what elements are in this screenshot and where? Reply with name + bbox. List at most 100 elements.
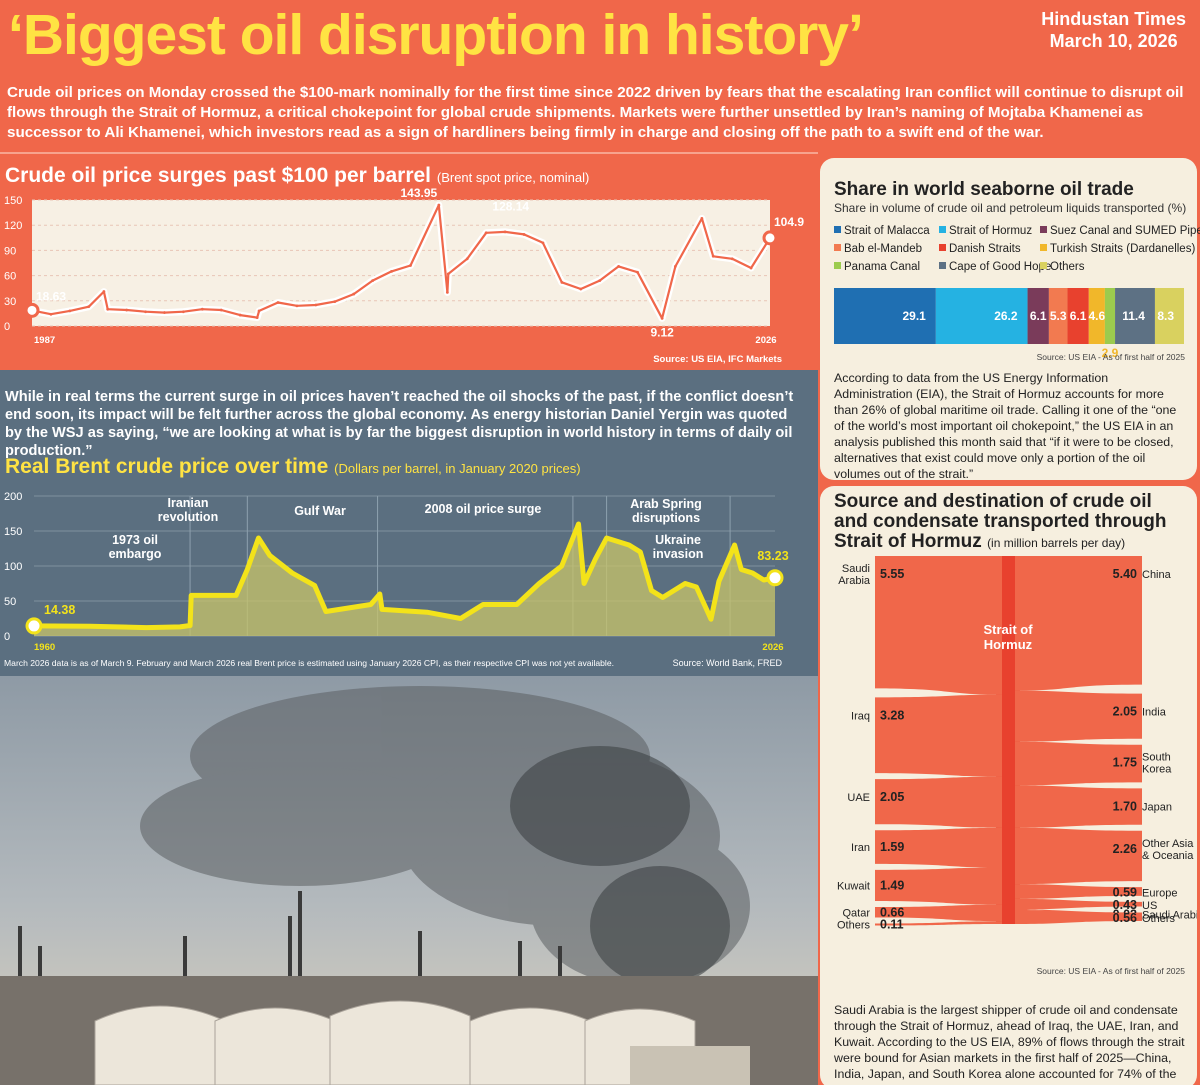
chart2-title: Real Brent crude price over time (5, 455, 329, 478)
sankey-source-name-line: Saudi (842, 563, 870, 575)
sankey-dest-flow (1015, 556, 1142, 691)
card1-title: Share in world seaborne oil trade (834, 179, 1134, 200)
sankey-dest-value: 0.59 (1113, 885, 1137, 899)
publication-date: March 10, 2026 (1049, 31, 1178, 51)
chart1-point (219, 308, 223, 312)
sankey-source-value: 0.11 (880, 918, 904, 932)
chart1-svg: 0 30 60 90 120 150 18.63 143.95 128.14 9.12 104.9 1… (4, 186, 804, 365)
chart2-annotation-5: Ukraine invasion (653, 533, 704, 561)
chart2-point (378, 592, 382, 596)
chart1-point (636, 270, 639, 274)
legend-label: Strait of Hormuz (949, 225, 1033, 237)
masthead: Hindustan Times March 10, 2026 (1041, 8, 1186, 52)
chart2-point (188, 624, 192, 627)
chart2-annotation-line: Ukraine (655, 533, 701, 547)
seaborne-bar-segment (834, 288, 936, 344)
chart2-annotation-line: 14.38 (44, 603, 75, 617)
sankey-source-name-line: Iran (851, 842, 870, 854)
sankey-dest-name-line: Saudi Arabia (1142, 910, 1197, 922)
chart1-point (617, 264, 621, 268)
chart1-point (749, 266, 753, 270)
chart2-point (560, 564, 564, 568)
chart1-title-wrap: Crude oil price surges past $100 per bar… (5, 164, 589, 188)
sankey-source-name-line: Qatar (842, 907, 870, 919)
sankey-dest-name: India (1142, 707, 1167, 719)
sankey-source-name-line: Kuwait (837, 880, 870, 892)
chart1-point (68, 309, 72, 313)
chart2-point (189, 593, 193, 597)
real-brent-chart: Real Brent crude price over time (Dollar… (0, 452, 818, 676)
legend-swatch (1040, 226, 1047, 233)
chart1-point (333, 300, 337, 304)
chart1-ytick-5: 150 (4, 195, 22, 207)
seaborne-bar-label: 11.4 (1122, 309, 1145, 323)
chart2-point (515, 603, 519, 606)
chart1-point (390, 270, 393, 273)
publication-name: Hindustan Times (1041, 9, 1186, 29)
chart1-ytick-4: 120 (4, 220, 22, 232)
chart2-annotation-line: 1973 oil (112, 533, 158, 547)
chart1-point (660, 316, 664, 320)
chart1-label-0: 18.63 (36, 289, 66, 303)
header: ‘Biggest oil disruption in history’ Hind… (0, 0, 1200, 152)
sankey-dest-flow (1015, 785, 1142, 828)
chart2-point (605, 536, 609, 540)
legend-item: Turkish Straits (Dardanelles) (1040, 243, 1195, 255)
chart2-annotation-2: Gulf War (294, 504, 346, 518)
sankey-dest-name-line: Europe (1142, 887, 1177, 899)
sankey-source-name-line: Iraq (851, 710, 870, 722)
sankey-dest-name: China (1142, 569, 1172, 581)
legend-item: Panama Canal (834, 261, 920, 273)
sankey-source-flow (875, 921, 1002, 926)
chart2-annotation-0: 1973 oil embargo (109, 533, 162, 561)
sankey-source-flow (875, 556, 1002, 695)
legend-label: Bab el-Mandeb (844, 243, 922, 255)
sankey-dest-value: 1.75 (1113, 756, 1137, 770)
seaborne-bar-segment (1027, 288, 1049, 344)
sankey-source-value: 1.59 (880, 840, 904, 854)
chart2-annotation-line: invasion (653, 547, 704, 561)
chart1-point (541, 241, 545, 245)
legend-swatch (939, 244, 946, 251)
chart2-point (290, 571, 294, 575)
chart1-label-4: 104.9 (774, 215, 804, 229)
chart2-annotation-line: disruptions (632, 511, 700, 525)
sankey-dest-name-line: Japan (1142, 801, 1172, 813)
chart2-annotation-line: Gulf War (294, 504, 346, 518)
chart1-point (700, 216, 704, 220)
chart2-point (245, 568, 249, 571)
seaborne-bar-label: 29.1 (902, 309, 926, 323)
seaborne-bar-label: 26.2 (994, 309, 1018, 323)
sankey-source-flow (875, 867, 1002, 905)
chart2-annotation-line: 83.23 (757, 549, 788, 563)
legend-swatch (834, 226, 841, 233)
card1-source: Source: US EIA - As of first half of 202… (1036, 352, 1185, 362)
photo-illustration (0, 686, 818, 1085)
seaborne-trade-card: Share in world seaborne oil trade Share … (820, 158, 1200, 481)
chart1-end-marker (762, 230, 778, 246)
chart1-point (200, 307, 204, 311)
chart2-point (709, 617, 713, 621)
sankey-source-name: Iran (851, 842, 870, 854)
seaborne-bar-label: 6.1 (1070, 309, 1087, 323)
legend-label: Cape of Good Hope (949, 261, 1052, 273)
sankey-center-label-line: Strait of (983, 622, 1033, 637)
sankey-center-label-line: Hormuz (984, 637, 1033, 652)
chart1-point (49, 312, 53, 316)
chart2-point (762, 578, 766, 582)
chart1-point (522, 233, 526, 236)
legend-item: Bab el-Mandeb (834, 243, 922, 255)
legend-item: Danish Straits (939, 243, 1021, 255)
chart2-point (257, 536, 261, 540)
chart2-annotation-1: Iranian revolution (158, 496, 218, 524)
chart2-annotation-3: 2008 oil price surge (425, 502, 542, 516)
sankey-source-name-line: Others (837, 920, 871, 932)
legend-label: Suez Canal and SUMED Pipeline (1050, 225, 1200, 237)
sankey-source-name: Iraq (851, 710, 870, 722)
chart2-ytick-0: 0 (4, 631, 10, 643)
chart1-label-3: 9.12 (650, 325, 674, 339)
sankey-dest-name-line: South (1142, 752, 1171, 764)
chart1-point (445, 291, 449, 294)
chart1-point (598, 279, 602, 283)
chart2-point (324, 610, 328, 613)
